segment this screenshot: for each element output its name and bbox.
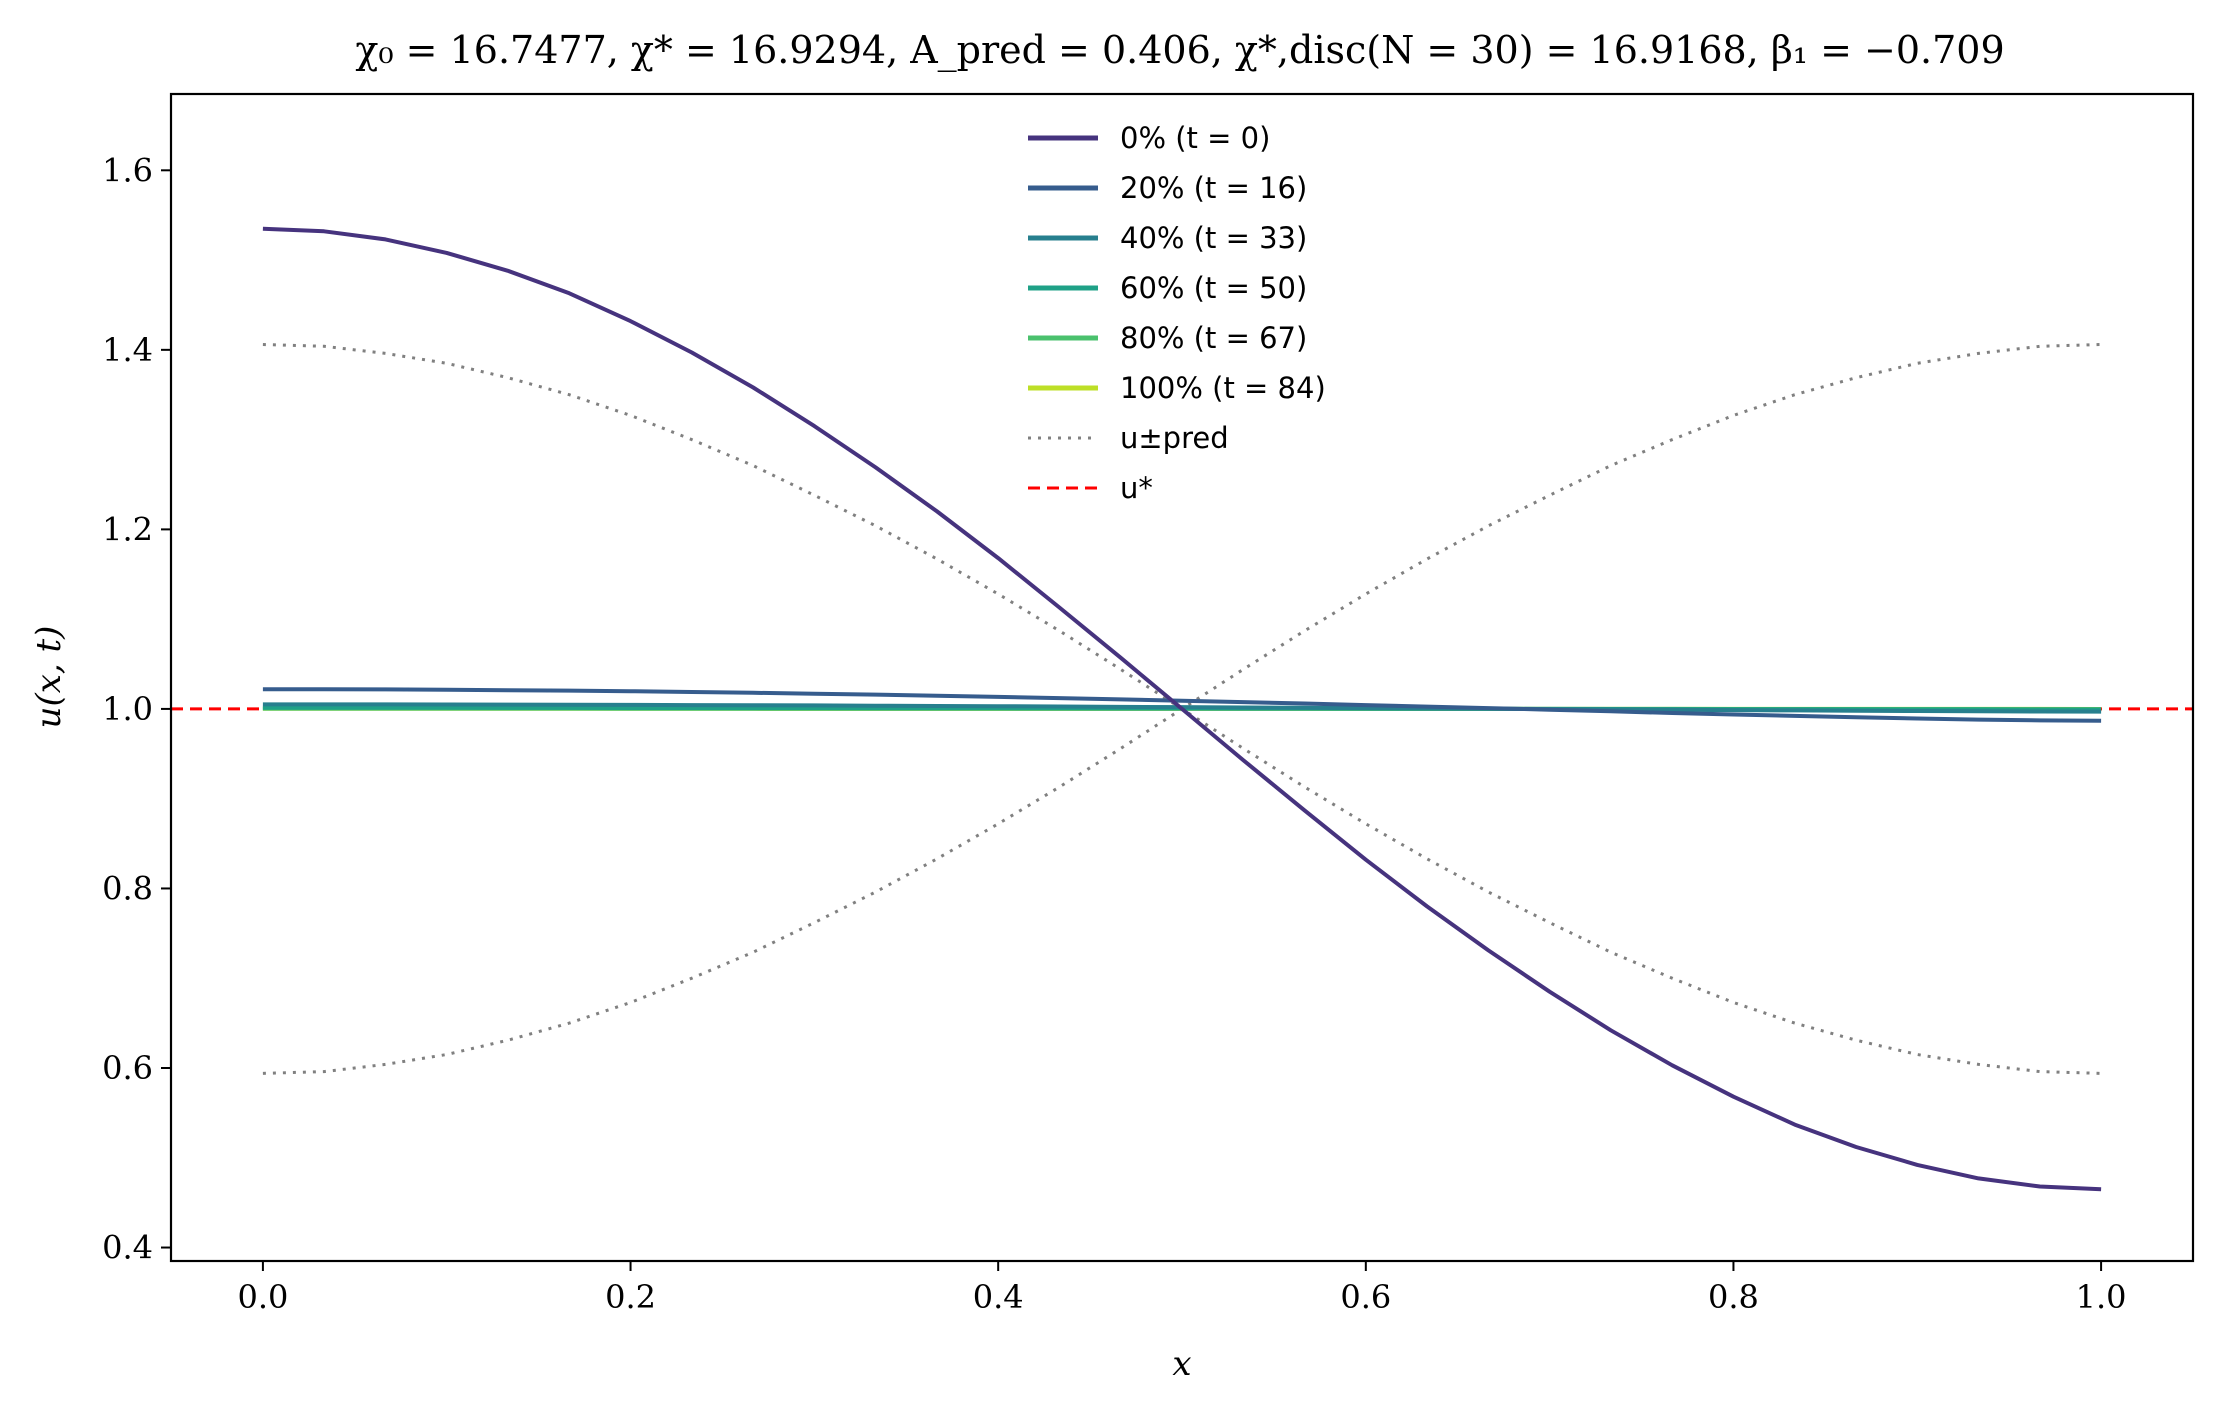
chart-title: χ₀ = 16.7477, χ* = 16.9294, A_pred = 0.4…	[355, 28, 2004, 73]
x-tick-label: 0.4	[973, 1278, 1024, 1316]
plot-frame	[169, 92, 2195, 1263]
axis-ticks: 0.0 0.2 0.4 0.6 0.8 1.0 0.4 0.6 0.8 1.0 1.2 1.4 1.6	[102, 151, 2126, 1316]
legend-label-40-t-33: 40% (t = 33)	[1120, 221, 1307, 255]
x-axis-label: x	[1172, 1344, 1191, 1384]
x-tick-label: 0.2	[605, 1278, 656, 1316]
y-axis-label: u(x, t)	[29, 626, 69, 729]
series-line-0-t-0	[262, 226, 2102, 1192]
y-tick-label: 0.8	[102, 869, 153, 907]
legend-label-u: u*	[1120, 471, 1153, 505]
y-tick-label: 0.6	[102, 1049, 153, 1087]
y-tick-label: 1.4	[102, 331, 153, 369]
x-tick-label: 0.0	[237, 1278, 288, 1316]
legend-label-u-pred: u±pred	[1120, 421, 1229, 455]
x-tick-label: 0.6	[1340, 1278, 1391, 1316]
x-tick-label: 1.0	[2076, 1278, 2127, 1316]
y-tick-label: 0.4	[102, 1229, 153, 1267]
legend-label-100-t-84: 100% (t = 84)	[1120, 371, 1326, 405]
legend-label-20-t-16: 20% (t = 16)	[1120, 171, 1307, 205]
legend-label-80-t-67: 80% (t = 67)	[1120, 321, 1307, 355]
y-tick-label: 1.0	[102, 690, 153, 728]
legend-label-60-t-50: 60% (t = 50)	[1120, 271, 1307, 305]
y-tick-label: 1.6	[102, 151, 153, 189]
series-line-20-t-16	[262, 687, 2102, 723]
y-tick-label: 1.2	[102, 510, 153, 548]
legend-label-0-t-0: 0% (t = 0)	[1120, 121, 1270, 155]
x-tick-label: 0.8	[1708, 1278, 1759, 1316]
legend: 0% (t = 0) 20% (t = 16) 40% (t = 33) 60% (t…	[1028, 121, 1326, 505]
plot-area	[171, 226, 2193, 1192]
